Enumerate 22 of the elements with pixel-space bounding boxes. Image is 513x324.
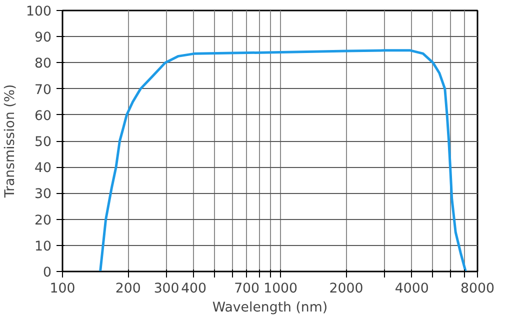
y-tick-label: 10: [34, 239, 52, 254]
x-tick-label: 400: [181, 282, 207, 296]
x-tick-label: 300: [154, 282, 180, 296]
x-tick-label: 4000: [394, 282, 429, 296]
x-tick-label: 700: [234, 282, 260, 296]
y-tick-label: 60: [34, 108, 52, 124]
x-tick-label: 100: [50, 282, 76, 296]
y-tick-label: 40: [34, 161, 52, 176]
y-tick-label: 80: [34, 56, 52, 72]
x-tick-label: 2000: [329, 282, 364, 296]
x-tick-label: 200: [115, 282, 141, 296]
y-tick-label: 20: [34, 213, 52, 228]
y-tick-label: 90: [34, 30, 52, 46]
y-tick-label: 0: [43, 266, 52, 280]
y-tick-label: 100: [26, 4, 52, 20]
x-tick-label: 8000: [460, 282, 494, 296]
y-tick-label: 30: [34, 187, 52, 202]
x-axis-title: Wavelength (nm): [212, 300, 328, 316]
y-axis-title: Transmission (%): [3, 84, 18, 199]
x-tick-label: 1000: [264, 282, 298, 296]
y-tick-label: 50: [34, 135, 52, 150]
y-tick-label: 70: [34, 82, 52, 98]
